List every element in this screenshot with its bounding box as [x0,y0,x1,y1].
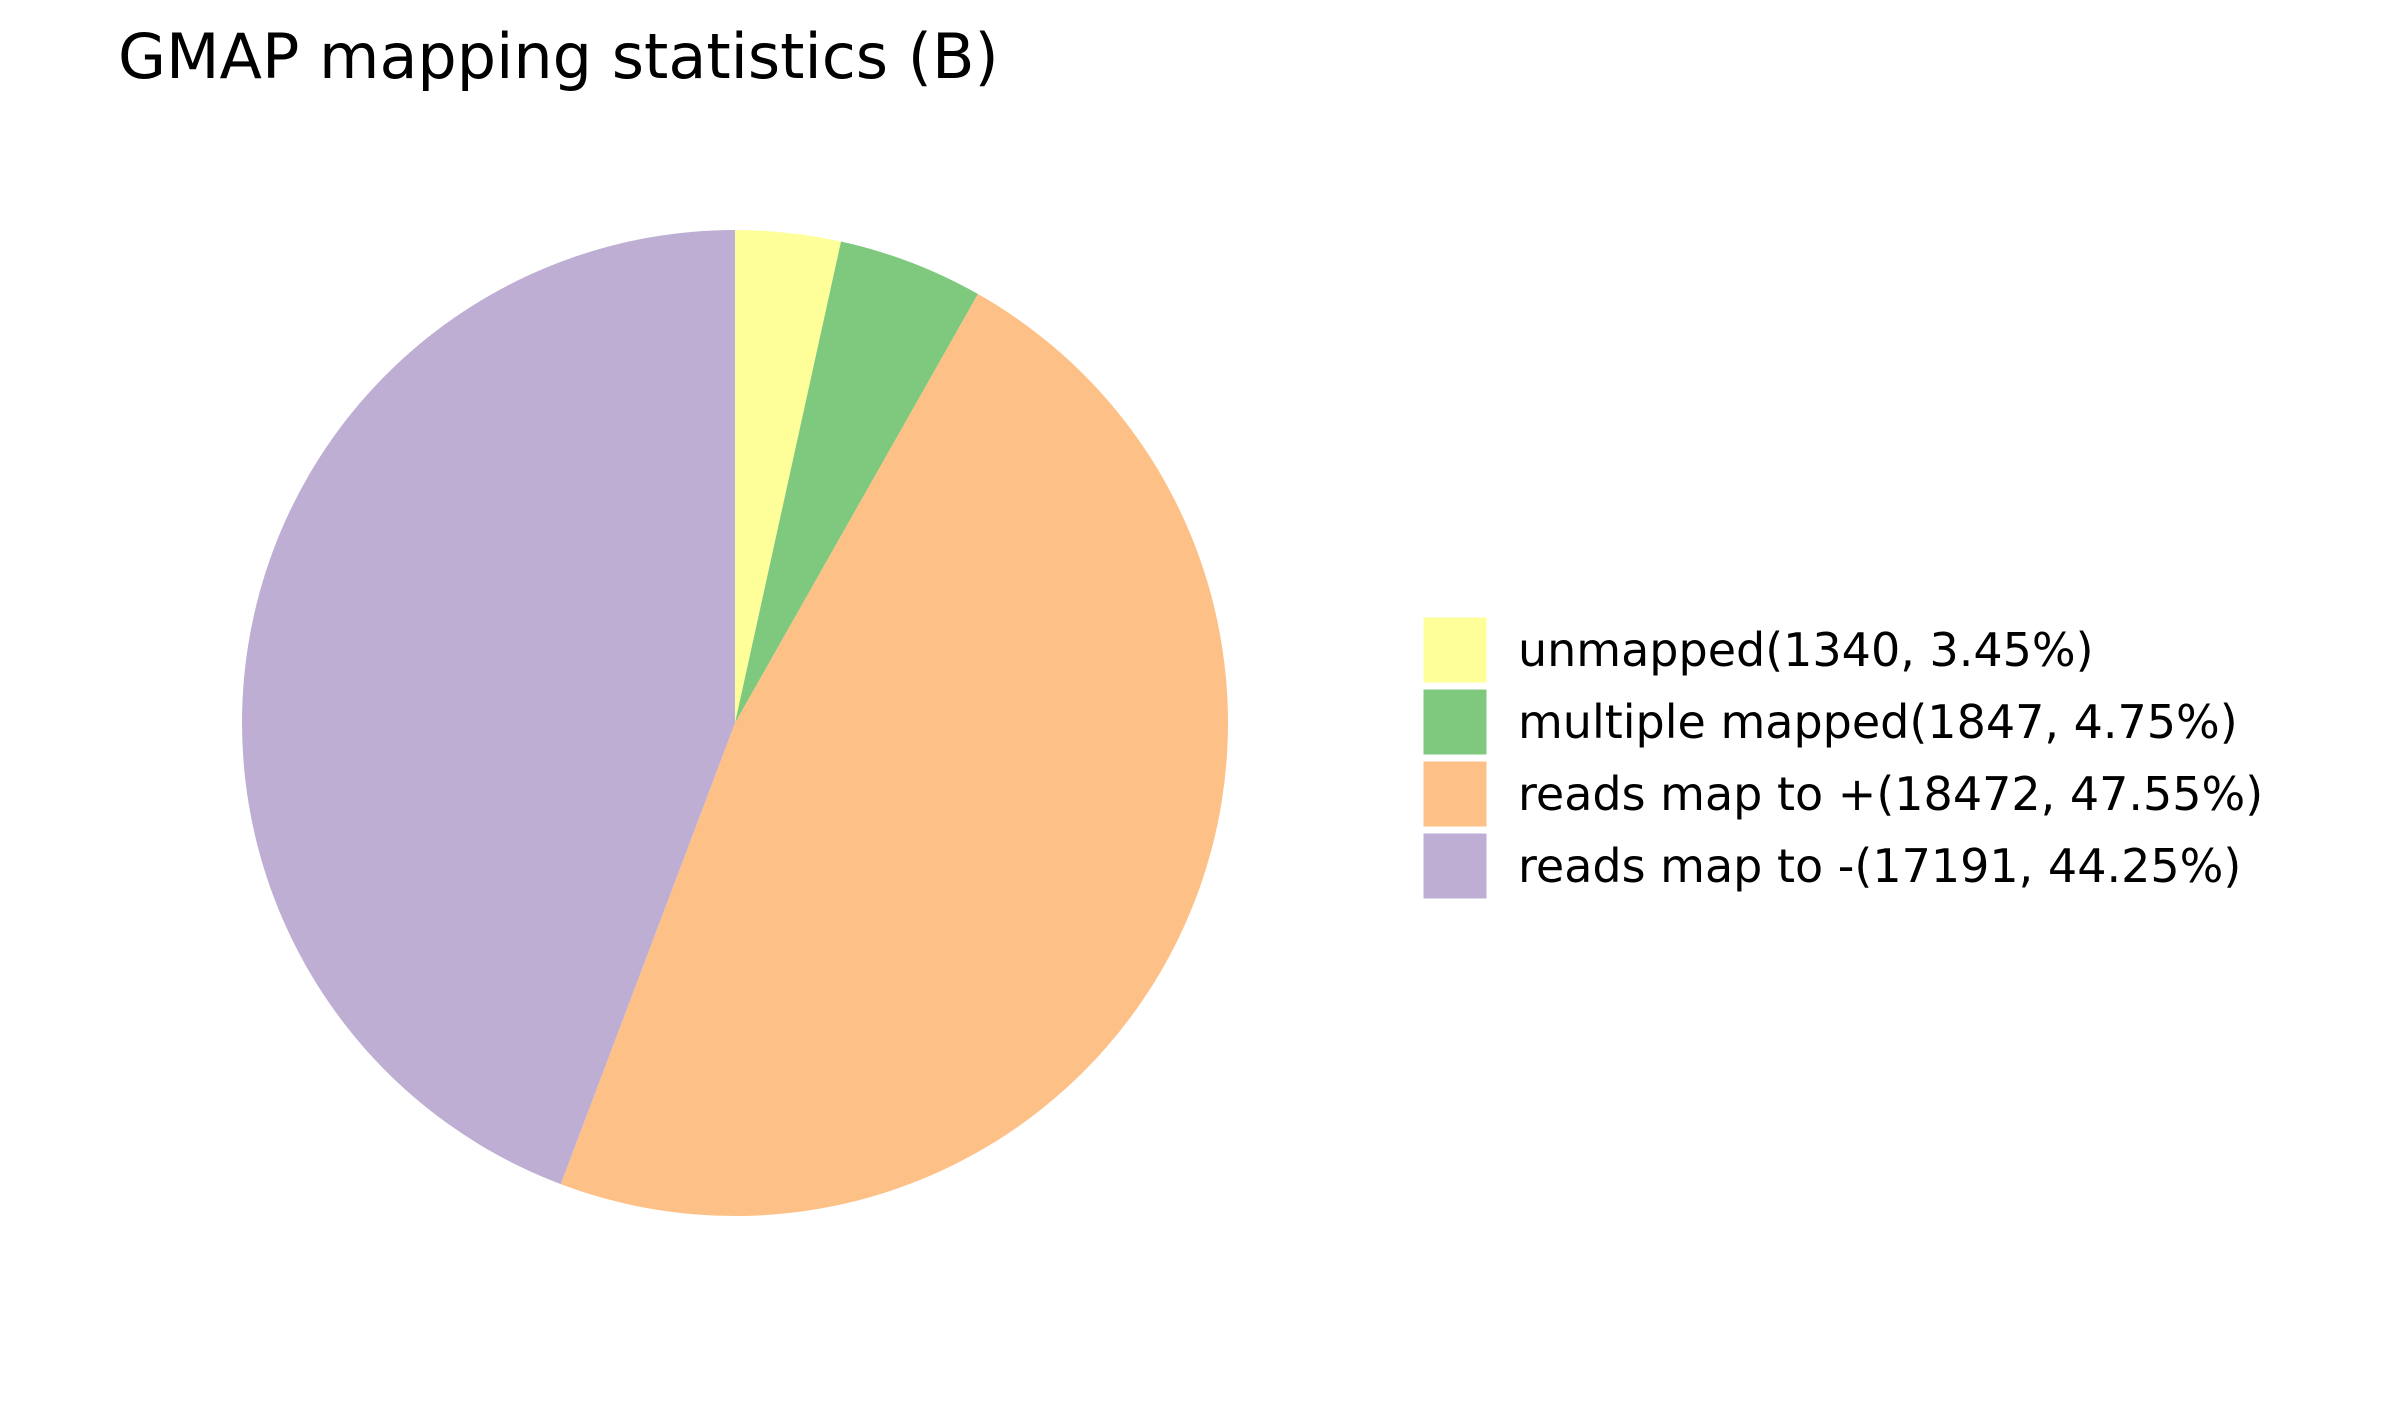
pie-slice-4 [242,230,735,1185]
legend-swatch-4 [1420,830,1490,902]
chart-title: GMAP mapping statistics (B) [118,20,999,93]
pie-slice-3 [560,294,1228,1216]
legend-label-1: unmapped(1340, 3.45%) [1518,623,2094,677]
legend-swatch-3 [1420,758,1490,830]
legend-label-3: reads map to +(18472, 47.55%) [1518,767,2263,821]
legend-swatch-2 [1420,686,1490,758]
pie-slices [242,230,1228,1216]
legend-label-2: multiple mapped(1847, 4.75%) [1518,695,2238,749]
pie-slice-2 [735,241,979,723]
legend: unmapped(1340, 3.45%) multiple mapped(184… [1420,614,2263,902]
pie-slice-1 [735,230,842,723]
legend-swatch-1 [1420,614,1490,686]
legend-label-4: reads map to -(17191, 44.25%) [1518,839,2241,893]
